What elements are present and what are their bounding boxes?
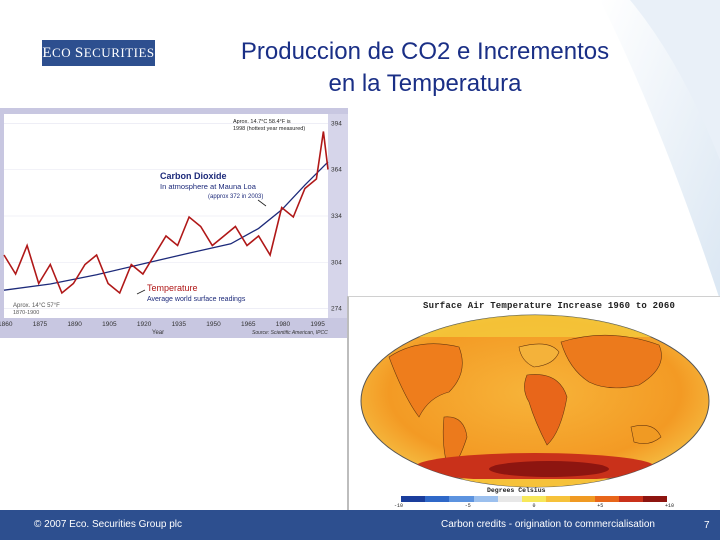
co2-temperature-chart: 1860 1875 1890 1905 1920 1935 1950 1965 1980 1995…: [0, 108, 348, 338]
scale-tick-label: 0: [532, 503, 536, 509]
slide-title-line-2: en la Temperatura: [328, 70, 522, 97]
scale-swatch: [642, 496, 668, 502]
logo-text-ecurities: ECURITIES: [83, 45, 155, 60]
x-axis-label: Year: [152, 330, 164, 336]
scale-tick-label: -5: [464, 503, 471, 509]
temperature-label-title: Temperature: [147, 283, 198, 293]
slide-footer: © 2007 Eco. Securities Group plc Carbon …: [0, 510, 720, 540]
x-tick-label: 1875: [33, 321, 48, 328]
scale-tick-label: -10: [394, 503, 404, 509]
plot-grid: [4, 122, 328, 310]
north-america-region: [388, 343, 463, 418]
x-tick-label: 1965: [241, 321, 256, 328]
scale-swatch: [521, 496, 547, 502]
ecosecurities-logo: E CO S ECURITIES: [42, 40, 155, 66]
y-tick-label: 304: [331, 259, 342, 266]
co2-arrow: [257, 199, 267, 207]
temperature-label-sub: Average world surface readings: [147, 296, 246, 303]
peak-annotation-line-1: Aprox. 14.7°C 58.4°F is: [233, 119, 291, 125]
baseline-annotation-line-1: Aprox. 14°C 57°F: [13, 303, 60, 309]
x-tick-label: 1980: [276, 321, 291, 328]
co2-label-sub2: (approx 372 in 2003): [208, 194, 263, 200]
scale-swatch: [570, 496, 595, 502]
chart-canvas: 1860 1875 1890 1905 1920 1935 1950 1965 1980 1995…: [0, 114, 348, 336]
temperature-projection-map: Surface Air Temperature Increase 1960 to…: [347, 296, 720, 520]
temp-arrow: [136, 289, 146, 295]
scale-swatch: [594, 496, 619, 502]
scale-swatch: [401, 496, 426, 502]
scale-tick-label: +10: [664, 503, 674, 509]
map-canvas: [360, 314, 710, 488]
y-tick-label: 274: [331, 306, 342, 313]
logo-letter-s: S: [74, 44, 84, 61]
map-regions: [361, 315, 709, 487]
x-tick-label: 1905: [102, 321, 117, 328]
x-tick-label: 1860: [0, 321, 13, 328]
co2-label-title: Carbon Dioxide: [160, 171, 227, 181]
x-tick-label: 1920: [137, 321, 152, 328]
chart-source: Source: Scientific American, IPCC: [252, 330, 328, 336]
map-scale-ticks: -10 -5 0 +5 +10: [394, 503, 674, 509]
page-number: 7: [704, 520, 710, 531]
map-title: Surface Air Temperature Increase 1960 to…: [423, 301, 676, 311]
scale-tick-label: +5: [597, 503, 604, 509]
slide-title: Produccion de CO2 e Incrementos en la Te…: [180, 36, 670, 100]
scale-swatch: [618, 496, 643, 502]
logo-letter-e: E: [42, 44, 53, 61]
scale-swatch: [449, 496, 474, 502]
co2-label-sub: In atmosphere at Mauna Loa: [160, 182, 257, 191]
x-tick-label: 1935: [172, 321, 187, 328]
footer-tagline: Carbon credits - origination to commerci…: [441, 519, 655, 530]
peak-annotation-line-2: 1998 (hottest year measured): [233, 126, 305, 132]
right-axis-band: [328, 114, 348, 318]
africa-region: [524, 374, 568, 446]
antarctic-region: [489, 461, 609, 477]
y-tick-label: 364: [331, 167, 342, 174]
x-tick-label: 1995: [310, 321, 325, 328]
scale-swatch: [425, 496, 450, 502]
scale-swatch: [546, 496, 571, 502]
footer-copyright: © 2007 Eco. Securities Group plc: [34, 519, 182, 530]
asia-region: [560, 334, 662, 389]
europe-region: [518, 343, 560, 368]
y-tick-label: 334: [331, 213, 342, 220]
baseline-annotation-line-2: 1870-1900: [13, 310, 39, 316]
australia-region: [630, 425, 662, 444]
scale-swatch: [473, 496, 498, 502]
x-tick-label: 1950: [206, 321, 221, 328]
co2-series-line: [3, 161, 329, 291]
x-tick-label: 1890: [67, 321, 82, 328]
map-scale-title: Degrees Celsius: [487, 487, 546, 494]
scale-swatch: [497, 496, 522, 502]
x-tick-labels: 1860 1875 1890 1905 1920 1935 1950 1965 1980 1995: [0, 321, 325, 328]
background-wedge: [600, 0, 720, 300]
logo-text-co: CO: [52, 45, 72, 60]
slide-title-line-1: Produccion de CO2 e Incrementos: [240, 38, 610, 65]
y-right-tick-labels: 394 364 334 304 274: [331, 120, 342, 312]
y-tick-label: 394: [331, 120, 342, 127]
map-color-scale: [401, 496, 668, 502]
temperature-series-line: [3, 131, 329, 295]
